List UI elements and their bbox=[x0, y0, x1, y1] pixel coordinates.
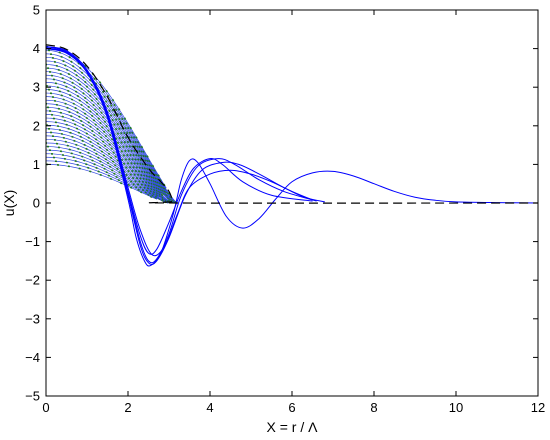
y-tick-label: 2 bbox=[33, 118, 40, 133]
family-curve-blue bbox=[45, 106, 162, 195]
series-curve-4 bbox=[45, 47, 539, 267]
curves-layer bbox=[45, 44, 539, 267]
y-tick-label: 1 bbox=[33, 157, 40, 172]
x-tick-label: 8 bbox=[370, 400, 377, 415]
family-curve-green bbox=[45, 102, 163, 195]
x-tick-label: 10 bbox=[449, 400, 463, 415]
family-curve-blue bbox=[45, 153, 169, 204]
plot-frame bbox=[45, 9, 539, 397]
family-curve-green bbox=[45, 56, 177, 204]
x-tick-label: 2 bbox=[124, 400, 131, 415]
family-curve-green bbox=[45, 120, 172, 204]
family-curve-blue bbox=[45, 124, 171, 204]
y-tick-label: −3 bbox=[25, 311, 40, 326]
x-tick-label: 0 bbox=[42, 400, 49, 415]
family-curve-blue bbox=[45, 60, 177, 204]
family-curve-blue bbox=[45, 117, 172, 204]
x-tick-label: 12 bbox=[531, 400, 545, 415]
family-curve-green bbox=[45, 160, 158, 200]
y-tick-label: 0 bbox=[33, 196, 40, 211]
family-curve-blue bbox=[45, 49, 167, 189]
family-curve-green bbox=[45, 113, 162, 196]
y-axis-label: u(X) bbox=[1, 190, 17, 216]
family-curve-blue bbox=[45, 96, 163, 194]
y-tick-label: −2 bbox=[25, 273, 40, 288]
series-curve-5 bbox=[45, 46, 325, 265]
family-curve-green bbox=[45, 135, 170, 204]
y-tick-label: −4 bbox=[25, 350, 40, 365]
family-curve-green bbox=[45, 142, 170, 204]
family-curve-blue bbox=[45, 131, 170, 204]
y-tick-label: 3 bbox=[33, 80, 40, 95]
family-curve-blue bbox=[45, 74, 175, 204]
x-tick-label: 4 bbox=[206, 400, 213, 415]
family-curve-blue bbox=[45, 146, 169, 204]
y-tick-label: −5 bbox=[25, 389, 40, 404]
family-curve-green bbox=[45, 138, 160, 198]
reference-dashed-curve bbox=[45, 44, 539, 204]
y-tick-label: 4 bbox=[33, 41, 40, 56]
family-curve-blue bbox=[45, 128, 171, 204]
family-curve-blue bbox=[45, 149, 169, 204]
series-curve-1 bbox=[45, 46, 313, 257]
x-axis-label: X = r / Λ bbox=[267, 419, 319, 435]
y-tick-label: −1 bbox=[25, 234, 40, 249]
family-curve-green bbox=[45, 163, 158, 201]
x-tick-label: 6 bbox=[288, 400, 295, 415]
family-curve-green bbox=[45, 63, 177, 204]
y-tick-label: 5 bbox=[33, 3, 40, 18]
family-curve-green bbox=[45, 156, 168, 204]
family-curve-blue bbox=[45, 92, 174, 204]
